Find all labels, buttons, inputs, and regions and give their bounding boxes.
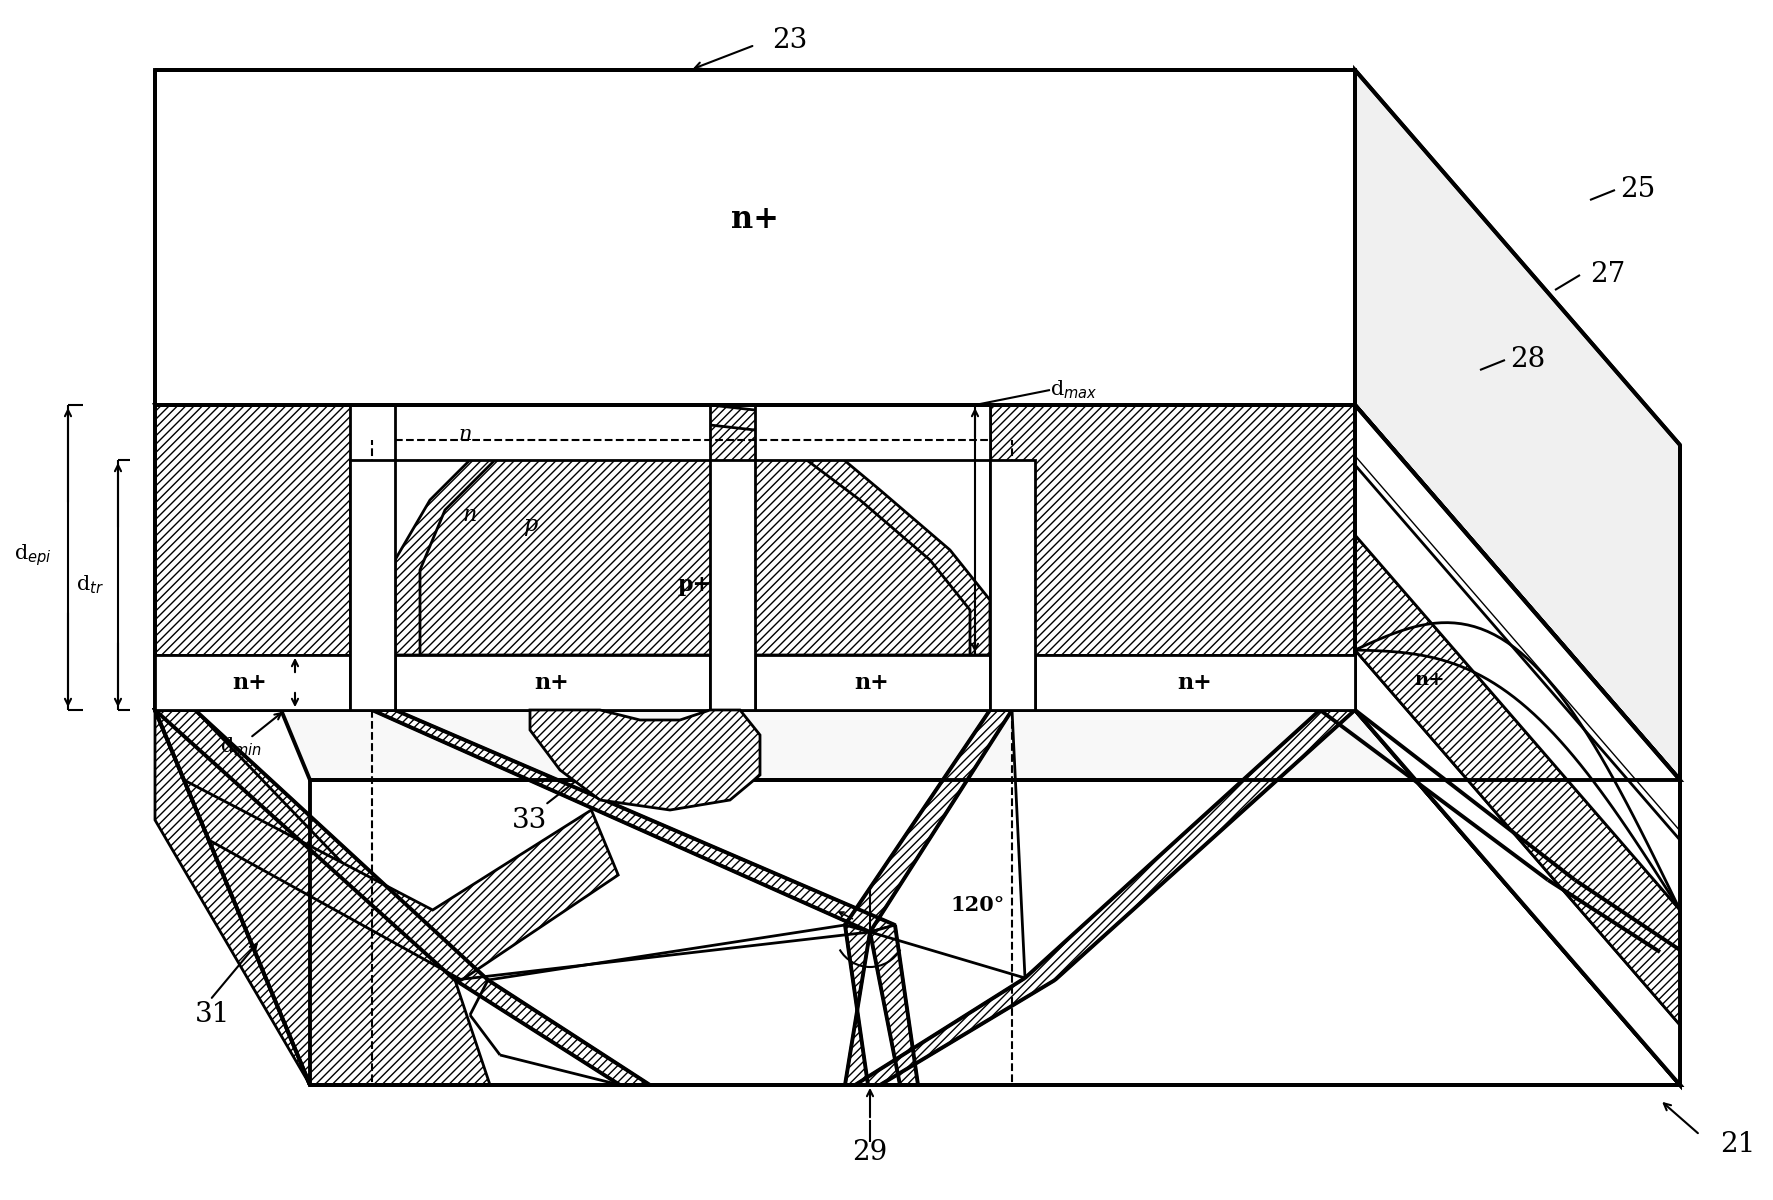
Text: n: n <box>457 426 472 444</box>
Text: n+: n+ <box>855 672 888 694</box>
Text: n+: n+ <box>1413 671 1445 689</box>
Polygon shape <box>1355 650 1679 1085</box>
Text: 23: 23 <box>771 26 807 54</box>
Polygon shape <box>855 710 1355 1085</box>
Polygon shape <box>755 404 989 460</box>
Polygon shape <box>1355 404 1679 1085</box>
Text: d$_{epi}$: d$_{epi}$ <box>14 542 51 568</box>
Polygon shape <box>1355 464 1679 910</box>
Polygon shape <box>989 404 1355 655</box>
Text: 21: 21 <box>1720 1132 1755 1158</box>
Polygon shape <box>1355 535 1679 1025</box>
Polygon shape <box>154 404 1679 780</box>
Polygon shape <box>420 425 970 655</box>
Text: 31: 31 <box>195 1002 230 1028</box>
Polygon shape <box>154 70 1355 404</box>
Text: 25: 25 <box>1619 176 1654 204</box>
Polygon shape <box>395 655 709 710</box>
Polygon shape <box>844 925 869 1085</box>
Polygon shape <box>869 925 917 1085</box>
Polygon shape <box>349 460 395 710</box>
Polygon shape <box>372 710 895 932</box>
Polygon shape <box>1034 655 1355 710</box>
Polygon shape <box>154 655 349 710</box>
Polygon shape <box>844 710 1011 932</box>
Polygon shape <box>154 710 1679 1085</box>
Text: 33: 33 <box>512 806 548 834</box>
Polygon shape <box>1355 710 1679 1085</box>
Text: n+: n+ <box>730 204 778 235</box>
Text: d$_{min}$: d$_{min}$ <box>220 736 262 758</box>
Polygon shape <box>154 404 349 655</box>
Polygon shape <box>1355 404 1679 1085</box>
Polygon shape <box>709 460 755 710</box>
Polygon shape <box>1355 70 1679 780</box>
Text: n+: n+ <box>232 672 268 694</box>
Text: n+: n+ <box>534 672 569 694</box>
Text: n+: n+ <box>1177 672 1211 694</box>
Polygon shape <box>395 404 989 655</box>
Polygon shape <box>530 710 759 810</box>
Polygon shape <box>154 710 489 1085</box>
Polygon shape <box>154 404 1355 710</box>
Text: 27: 27 <box>1589 262 1624 288</box>
Text: 120°: 120° <box>950 895 1004 914</box>
Text: n: n <box>463 504 477 526</box>
Polygon shape <box>755 655 989 710</box>
Polygon shape <box>154 710 617 980</box>
Text: d$_{tr}$: d$_{tr}$ <box>76 574 105 596</box>
Polygon shape <box>154 710 649 1085</box>
Polygon shape <box>154 710 1679 1085</box>
Polygon shape <box>154 710 1679 1085</box>
Text: 28: 28 <box>1509 347 1544 373</box>
Text: d$_{max}$: d$_{max}$ <box>1050 379 1097 401</box>
Polygon shape <box>989 460 1034 710</box>
Text: p+: p+ <box>677 574 711 596</box>
Polygon shape <box>395 404 709 460</box>
Text: p: p <box>523 514 537 536</box>
Text: 29: 29 <box>851 1139 886 1165</box>
